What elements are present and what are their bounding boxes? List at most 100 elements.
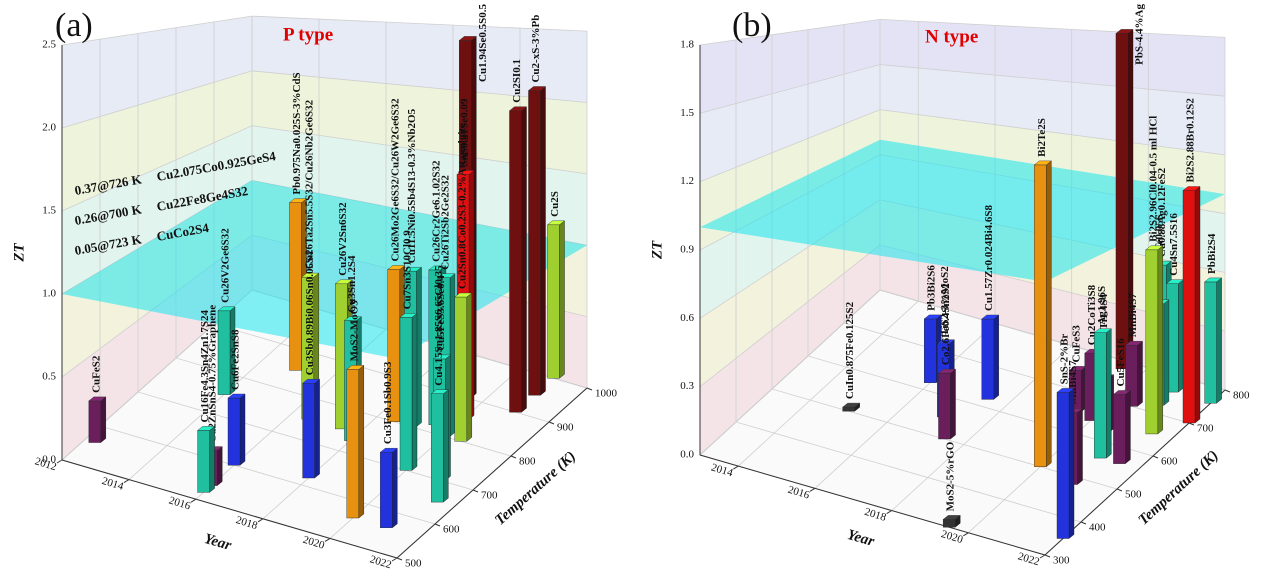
y-axis (396, 387, 588, 559)
z-axis-title: ZT (649, 240, 665, 260)
bar-top (1112, 390, 1131, 395)
x-tick (324, 537, 331, 542)
bar-side (559, 220, 565, 379)
bar-label: CuFeS3 (1071, 325, 1083, 363)
bar (1113, 394, 1126, 464)
bar-top (217, 306, 236, 311)
left-wall-band (62, 125, 252, 294)
bar-top (942, 515, 961, 520)
bar-label: MnBi4S7 (1127, 293, 1139, 338)
z-tick-label: 1.8 (680, 39, 694, 51)
z-axis-title: ZT (11, 243, 27, 263)
bar-label: Cu5FeS16 (1115, 338, 1127, 387)
x-tick (190, 498, 197, 503)
bar-side (1106, 328, 1112, 459)
bar-label: Cu5FeS3.6Se0.4 (435, 275, 447, 351)
bar-top (923, 314, 942, 320)
bar (981, 318, 994, 400)
bar-label: Cu3Fe0.1Sb0.9S3 (382, 361, 394, 444)
bar-side (209, 425, 215, 493)
bar-label: MoS2-MoO3 (348, 300, 360, 362)
bar (399, 317, 413, 471)
y-tick (396, 557, 403, 561)
bar-label: Cu1.94Se0.5S0.5 (477, 4, 489, 82)
bar-label: Cu26Ta2Sn5.5S32/Cu26Nb2Ge6S32 (303, 99, 315, 269)
bar-top (458, 36, 477, 41)
y-tick-label: 500 (1125, 489, 1142, 501)
panel: 0.00.30.60.91.21.51.82014201620182020202… (649, 4, 1250, 569)
bar-top (432, 354, 452, 360)
bar-top (527, 86, 547, 91)
y-tick (1116, 488, 1123, 492)
y-tick-label: 500 (405, 558, 422, 570)
x-tick (257, 518, 264, 523)
bar-label: Cu11.5Ni0.5Sb4S13-0.3%Nb2O5 (406, 108, 418, 263)
bar-label: Cu2SI0.1 (511, 59, 523, 103)
z-tick-label: 2.0 (42, 122, 56, 134)
bar-label: Cu7Sn3S10Cl0.9 (402, 230, 414, 310)
bar (289, 202, 302, 371)
z-tick-label: 0.0 (680, 449, 694, 461)
bar-top (1182, 186, 1201, 191)
y-tick-label: 600 (443, 524, 460, 536)
y-tick (1188, 422, 1195, 426)
bar-side (521, 106, 527, 413)
y-tick (434, 523, 441, 527)
right-wall-band (880, 64, 1225, 155)
x-tick (963, 532, 969, 537)
bar-label: Bi2S2.88Br0.12S2 (1185, 98, 1197, 183)
panel: 0.00.51.01.52.02.52012201420162018202020… (11, 4, 617, 572)
y-tick-label: 700 (1197, 423, 1214, 435)
x-axis-title: Year (845, 527, 876, 550)
right-wall-band (252, 70, 587, 174)
bar (302, 382, 315, 479)
bar-label: Cu2Sn0.8Co0.2S3-0.2%Attapulgite (456, 123, 468, 289)
bar-side (1137, 340, 1143, 407)
bar-top (842, 402, 861, 408)
x-axis-title: Year (202, 531, 233, 554)
bar (346, 369, 359, 519)
bar-side (216, 446, 223, 487)
bar-label: Bi2Te2S (1036, 118, 1048, 157)
bar-side (1125, 390, 1131, 465)
bar (217, 310, 231, 395)
bar-label: SnS0.91Se0.09 (459, 98, 471, 166)
bar (842, 406, 855, 412)
bar (197, 430, 210, 493)
right-wall-band (880, 19, 1225, 97)
bar-side (1178, 279, 1184, 393)
bar (938, 372, 951, 440)
bar-top (508, 106, 528, 111)
z-tick-label: 0.5 (42, 371, 56, 383)
x-tick (886, 510, 892, 514)
bar-side (540, 86, 546, 396)
y-tick-label: 300 (1053, 555, 1070, 567)
bar-label: PbS-4.4%Ag (1133, 4, 1145, 65)
bar-label: Pb3Bi2S6 (926, 265, 938, 311)
bar-label: MoS2-5%rGO (945, 441, 957, 511)
bar-side (314, 378, 320, 479)
bar-top (334, 279, 353, 284)
bar (380, 451, 393, 529)
bar (88, 400, 102, 443)
bar-side (1163, 299, 1170, 406)
bar-side (100, 396, 107, 443)
bar (1094, 332, 1107, 459)
bar-top (387, 265, 406, 270)
z-tick-label: 1.2 (680, 175, 694, 187)
bar (1204, 281, 1217, 404)
bar-label: Cu2CoTi3S8 (1086, 284, 1098, 345)
y-tick-label: 1000 (595, 388, 618, 400)
bar (924, 318, 937, 383)
bar-side (239, 393, 246, 466)
bar-side (993, 314, 999, 400)
bar-label: Cu16Fe4.3Sn4Zn1.7S24 (199, 309, 211, 422)
y-tick (510, 455, 517, 459)
right-wall-band (252, 125, 587, 246)
bar-top (1056, 388, 1075, 393)
bar-side (1157, 245, 1164, 435)
bar (1034, 164, 1047, 467)
bar (1145, 249, 1159, 435)
panel-label: (a) (55, 7, 93, 44)
bar-label: Cu2ZnSnS4-0.75%Graphene (207, 305, 219, 443)
